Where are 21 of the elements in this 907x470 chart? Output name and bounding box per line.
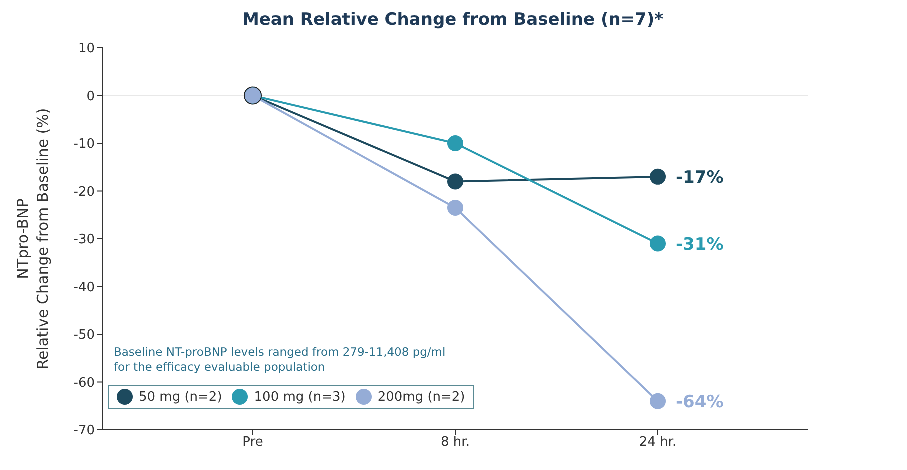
y-axis-title: NTpro-BNP Relative Change from Baseline (%) — [14, 108, 52, 370]
legend-label: 50 mg (n=2) — [139, 390, 222, 404]
data-label: -17% — [676, 168, 724, 188]
y-tick-label: 10 — [78, 42, 95, 57]
y-tick-label: -10 — [74, 137, 95, 152]
legend-label: 200mg (n=2) — [378, 390, 466, 404]
chart-title: Mean Relative Change from Baseline (n=7)* — [241, 9, 665, 32]
y-tick-label: 0 — [86, 89, 95, 104]
y-tick-label: -60 — [74, 376, 95, 391]
legend-label: 100 mg (n=3) — [254, 390, 346, 404]
x-tick-label: Pre — [242, 435, 264, 450]
data-label: -31% — [676, 234, 724, 255]
y-tick-label: -50 — [74, 328, 95, 344]
y-tick-label: -40 — [74, 280, 95, 296]
y-tick-label: -70 — [74, 424, 95, 439]
x-tick-label: 8 hr. — [441, 435, 470, 450]
y-tick-label: -20 — [74, 184, 95, 200]
y-tick-label: -30 — [74, 232, 95, 248]
annotation: Baseline NT-proBNP levels ranged from 279-11,408 pg/ml for the efficacy evaluable population — [114, 345, 446, 375]
data-label: -64% — [676, 392, 724, 412]
x-tick-label: 24 hr. — [639, 435, 677, 450]
